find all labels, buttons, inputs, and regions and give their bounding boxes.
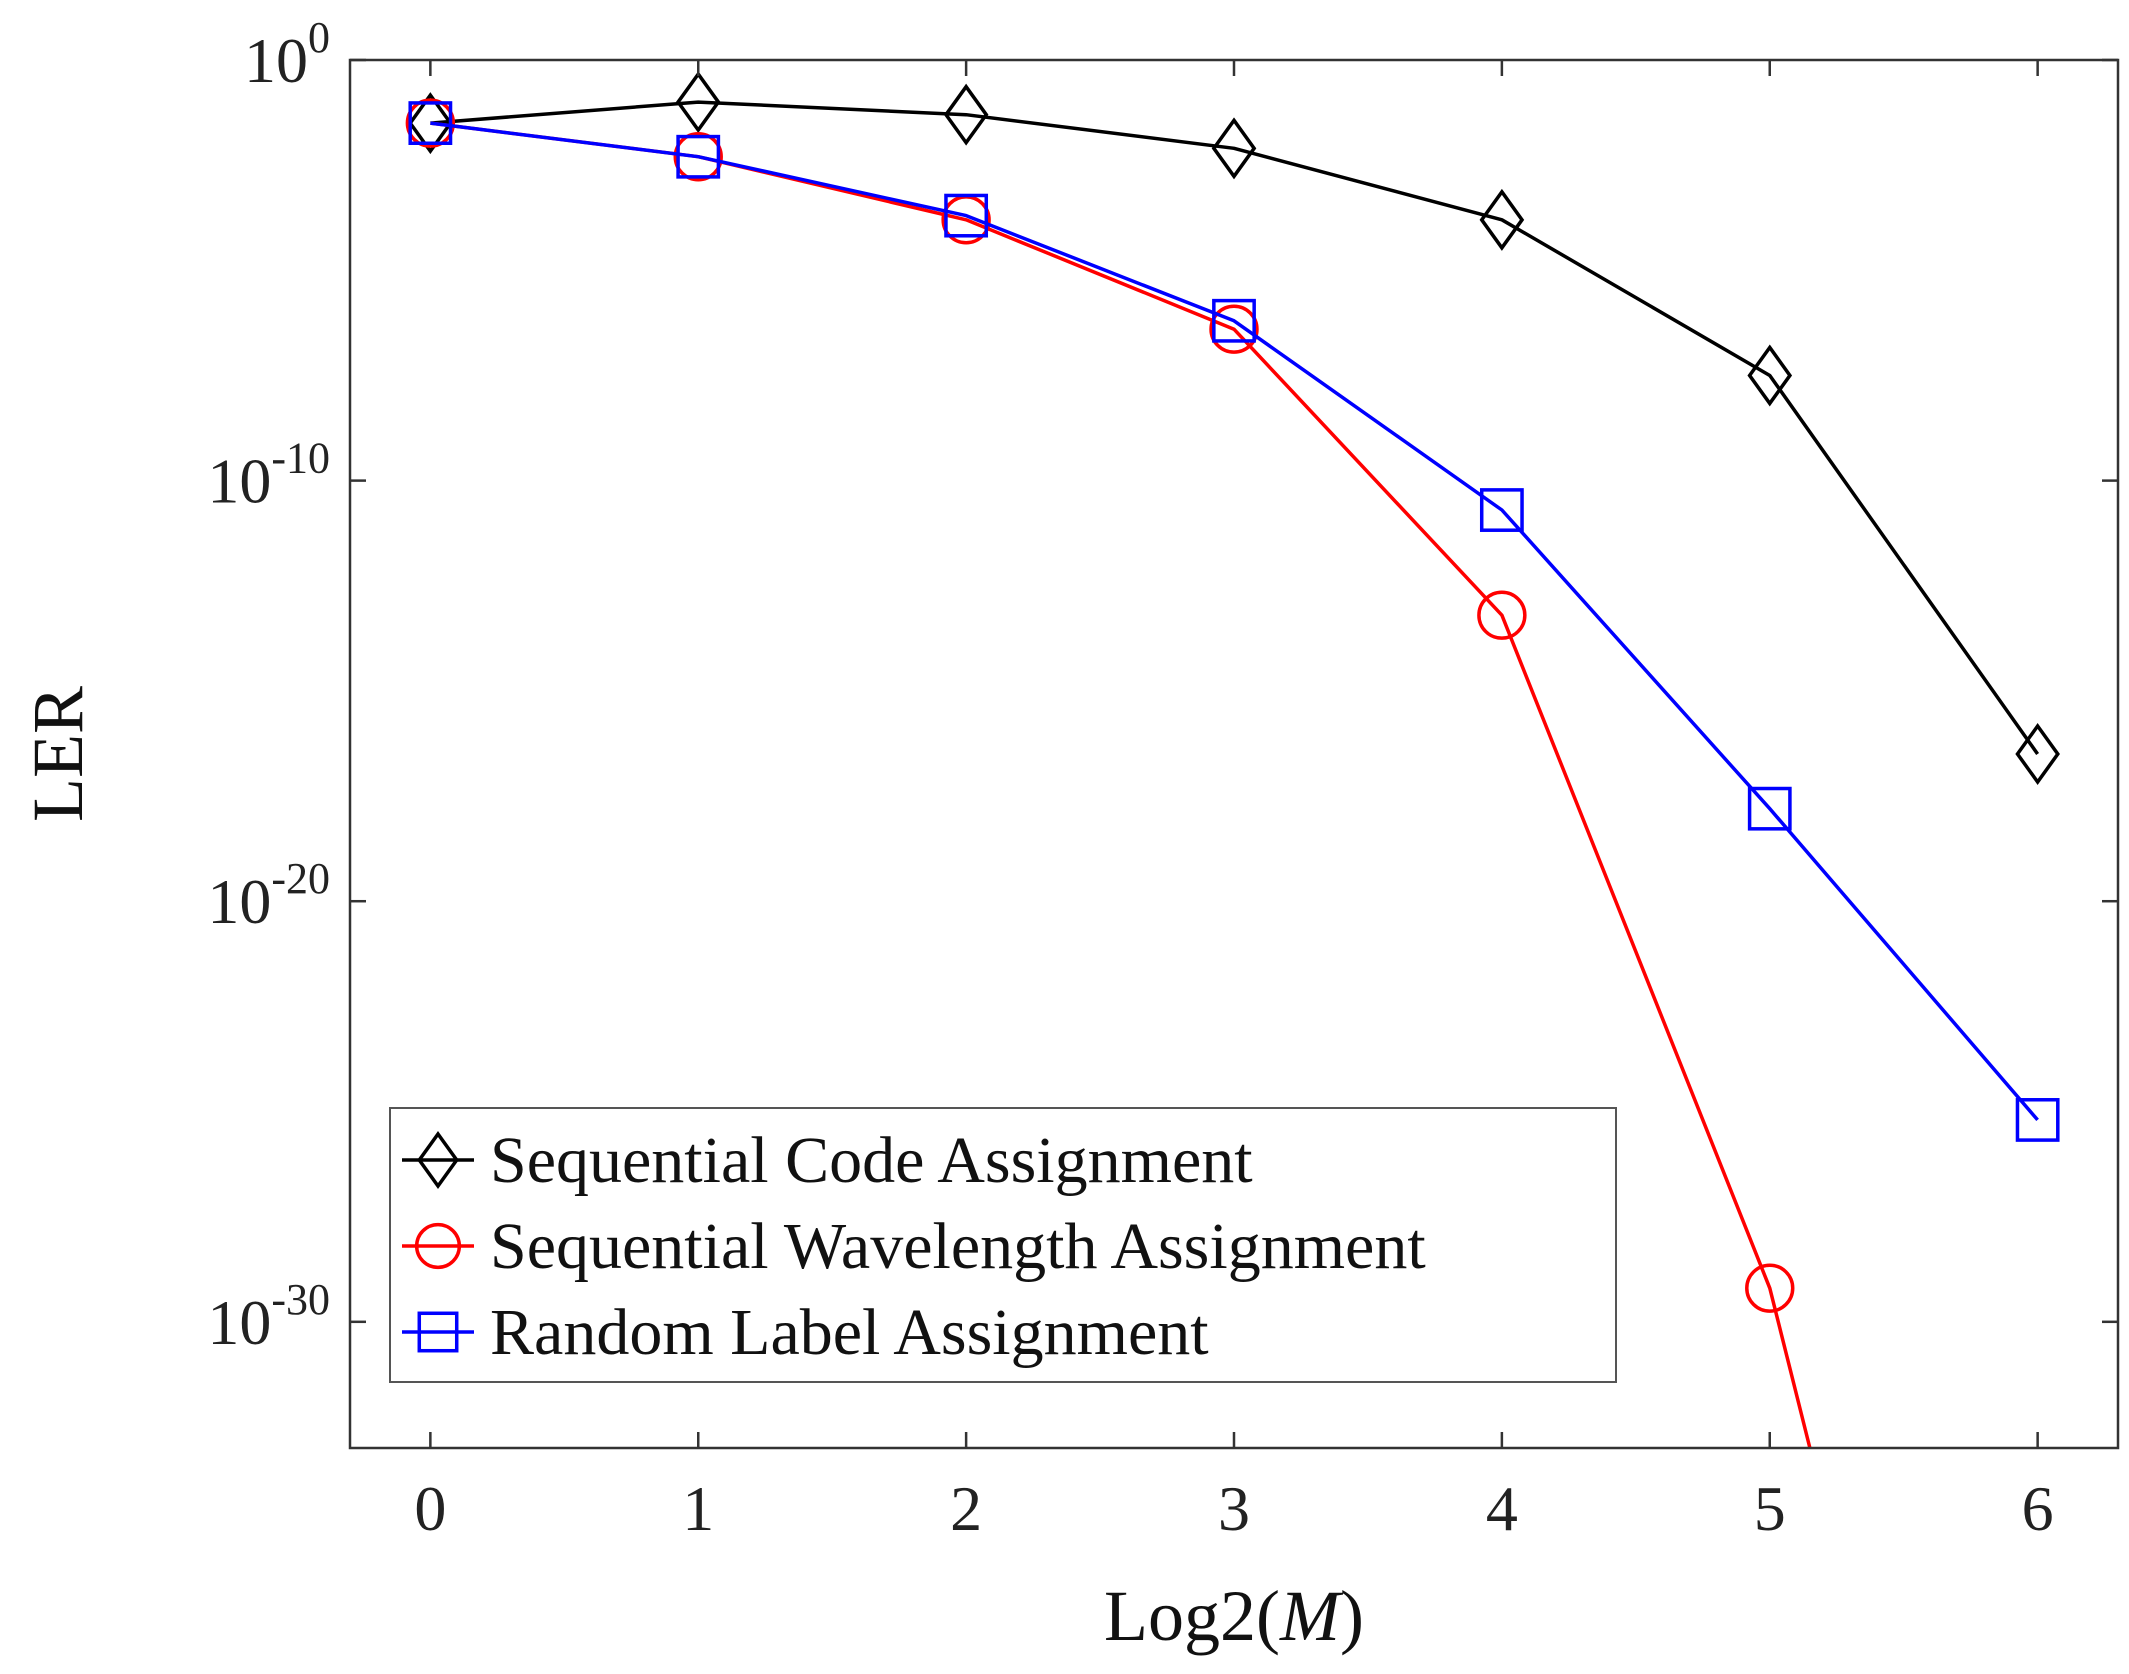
data-point-diamond [2015,723,2060,785]
data-point-circle [405,98,456,148]
legend-label: Random Label Assignment [490,1296,1209,1369]
x-axis-label-variable: M [1279,1576,1344,1656]
legend-entry: Sequential Code Assignment [402,1124,1253,1197]
legend-entry: Sequential Wavelength Assignment [402,1210,1426,1283]
data-point-diamond [1747,344,1793,407]
data-point-circle [1477,590,1527,640]
series-square [408,101,2060,1142]
series-line [430,100,2040,756]
data-point-square [1747,786,1792,831]
legend-label: Sequential Code Assignment [490,1124,1253,1197]
data-point-diamond [1211,117,1257,180]
x-axis-label: Log2(M) [1104,1576,1364,1656]
x-tick-label: 2 [950,1473,982,1544]
x-tick-label: 1 [682,1473,714,1544]
legend-label: Sequential Wavelength Assignment [490,1210,1426,1283]
x-tick-label: 6 [2022,1473,2054,1544]
legend-box [389,1107,1617,1383]
axis-ticks: 0 1 2 3 4 5 6 100 10-10 10-20 10-30 [207,13,2118,1544]
y-tick-label: 10-10 [207,434,330,517]
data-point-diamond [1479,188,1525,251]
legend-marker-diamond [417,1131,459,1189]
x-axis-label-suffix: ) [1340,1576,1364,1656]
y-axis-label: LER [18,686,98,822]
series-line [430,121,2039,1122]
x-tick-label: 3 [1218,1473,1250,1544]
data-point-diamond [675,71,721,134]
data-point-square [2015,1098,2060,1142]
series-diamond [408,71,2060,785]
x-axis-label-prefix: Log2( [1104,1576,1280,1656]
data-point-circle [1209,304,1259,354]
data-point-square [408,101,453,146]
data-point-circle [1745,1263,1795,1313]
legend-entry: Random Label Assignment [402,1296,1209,1369]
data-point-diamond [408,92,453,155]
y-tick-label: 10-20 [207,854,330,937]
y-tick-label: 10-30 [207,1275,330,1358]
legend-marker-circle [414,1222,462,1270]
legend-marker-square [417,1311,459,1353]
data-point-square [944,193,989,238]
data-point-diamond [943,83,989,146]
x-tick-label: 0 [414,1473,446,1544]
data-point-square [1479,488,1524,532]
data-point-circle [673,132,723,182]
data-point-square [676,134,721,179]
x-tick-label: 5 [1754,1473,1786,1544]
x-tick-label: 4 [1486,1473,1518,1544]
legend: Sequential Code Assignment Sequential Wav… [389,1107,1617,1383]
y-tick-label: 100 [244,13,330,96]
data-point-square [1212,298,1256,343]
plot-area [405,71,2060,1448]
